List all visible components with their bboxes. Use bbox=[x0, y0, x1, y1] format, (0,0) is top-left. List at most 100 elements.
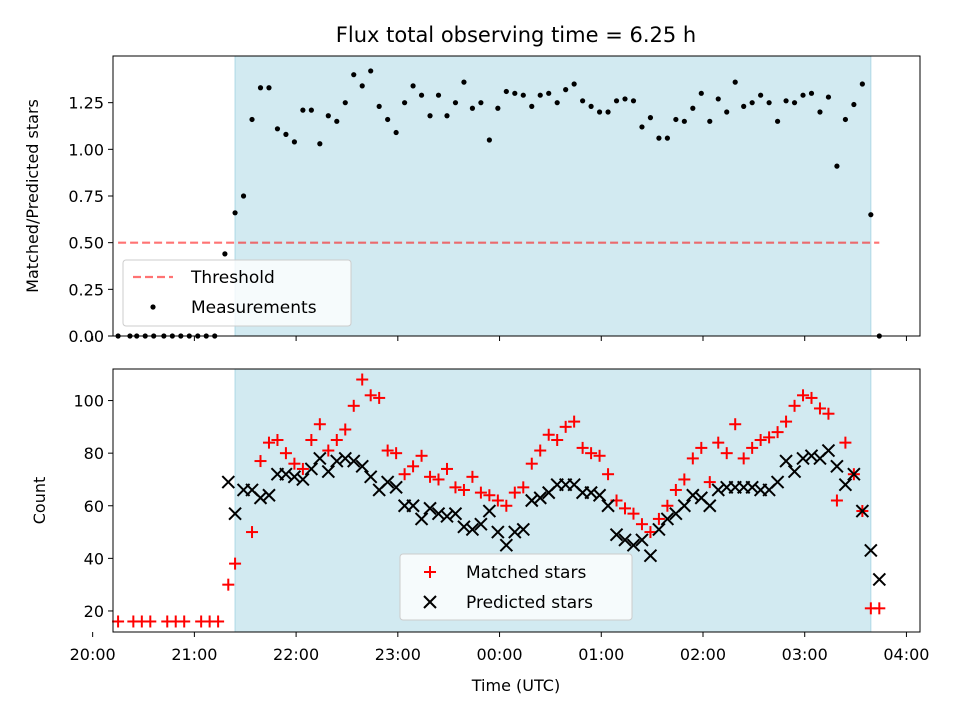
predicted-star-point bbox=[618, 533, 632, 547]
matched-star-point bbox=[347, 399, 360, 412]
predicted-star-point bbox=[592, 488, 607, 502]
bottom-y-ticks: 20 40 60 80 100 bbox=[73, 392, 113, 621]
predicted-star-point bbox=[287, 470, 302, 484]
measurement-point bbox=[469, 105, 476, 111]
matched-star-point bbox=[398, 468, 411, 481]
predicted-star-point bbox=[677, 499, 692, 513]
predicted-star-point bbox=[414, 512, 429, 526]
measurement-point bbox=[605, 109, 611, 115]
measurement-point bbox=[266, 85, 272, 91]
legend-measurements-label: Measurements bbox=[191, 298, 317, 318]
matched-star-point bbox=[746, 441, 759, 454]
top-y-ticks: 0.00 0.25 0.50 0.75 1.00 1.25 bbox=[68, 94, 113, 346]
measurement-point bbox=[317, 141, 323, 147]
matched-star-point bbox=[873, 602, 886, 615]
measurement-point bbox=[698, 90, 704, 96]
matched-star-point bbox=[568, 415, 581, 428]
matched-star-point bbox=[771, 426, 784, 439]
bottom-panel: 20 40 60 80 100 20:00 21:00 22:00 23:00 00:00 01:… bbox=[30, 368, 929, 695]
measurement-point bbox=[571, 81, 577, 87]
matched-star-point bbox=[279, 447, 292, 460]
measurement-point bbox=[630, 98, 637, 104]
bottom-x-ticks: 20:00 21:00 22:00 23:00 00:00 01:00 02:00 03:00… bbox=[70, 632, 929, 664]
predicted-star-point bbox=[338, 451, 352, 466]
matched-star-point bbox=[474, 486, 487, 499]
predicted-star-point bbox=[448, 506, 463, 521]
predicted-star-point bbox=[313, 451, 327, 466]
x-tick-label: 00:00 bbox=[476, 645, 522, 664]
measurement-point bbox=[240, 193, 247, 199]
measurement-point bbox=[385, 116, 391, 123]
x-tick-label: 22:00 bbox=[273, 645, 319, 664]
matched-star-point bbox=[112, 615, 125, 628]
measurement-point bbox=[283, 131, 289, 137]
measurement-point bbox=[596, 109, 603, 115]
matched-star-point bbox=[212, 615, 225, 628]
predicted-star-point bbox=[779, 454, 793, 468]
matched-star-point bbox=[644, 526, 657, 539]
matched-star-point bbox=[720, 447, 733, 460]
measurement-point bbox=[639, 124, 645, 130]
predicted-star-point bbox=[787, 464, 802, 479]
matched-star-point bbox=[788, 399, 801, 412]
matched-star-point bbox=[627, 507, 640, 520]
x-tick-label: 01:00 bbox=[578, 645, 624, 664]
matched-star-point bbox=[729, 418, 742, 431]
predicted-star-point bbox=[296, 472, 310, 487]
y-tick-label: 0.00 bbox=[68, 327, 104, 346]
measurement-point bbox=[452, 100, 459, 106]
bottom-y-axis-label: Count bbox=[30, 477, 49, 525]
matched-star-point bbox=[619, 502, 632, 515]
predicted-star-point bbox=[830, 459, 844, 474]
predicted-star-point bbox=[872, 572, 887, 587]
measurement-point bbox=[486, 137, 492, 143]
matched-star-point bbox=[695, 441, 708, 454]
matched-star-point bbox=[449, 481, 462, 494]
predicted-star-point bbox=[221, 475, 235, 489]
predicted-star-point bbox=[703, 499, 717, 513]
matched-star-point bbox=[508, 486, 521, 499]
matched-star-point bbox=[254, 455, 267, 468]
measurement-point bbox=[291, 139, 298, 145]
matched-star-point bbox=[712, 436, 725, 449]
matched-star-point bbox=[322, 444, 335, 457]
matched-star-point bbox=[754, 434, 767, 447]
top-panel: 0.00 0.25 0.50 0.75 1.00 1.25 Matched/Predict… bbox=[23, 55, 921, 346]
matched-star-point bbox=[517, 481, 530, 494]
predicted-star-point bbox=[770, 475, 785, 489]
matched-star-point bbox=[339, 423, 352, 436]
predicted-star-point bbox=[228, 506, 242, 521]
y-tick-label: 100 bbox=[73, 392, 104, 411]
top-plot-frame bbox=[112, 55, 921, 337]
legend-matched-label: Matched stars bbox=[466, 563, 586, 583]
measurement-point bbox=[783, 98, 789, 104]
x-tick-label: 02:00 bbox=[680, 645, 726, 664]
x-tick-label: 03:00 bbox=[782, 645, 828, 664]
predicted-star-point bbox=[423, 501, 437, 516]
measurement-point bbox=[554, 100, 560, 106]
measurement-point bbox=[410, 83, 416, 89]
bottom-plot-frame bbox=[112, 368, 921, 633]
predicted-star-point bbox=[652, 522, 666, 537]
measurement-point bbox=[834, 163, 840, 169]
matched-star-point bbox=[661, 499, 674, 512]
measurement-point bbox=[537, 92, 543, 98]
x-axis-label: Time (UTC) bbox=[471, 676, 560, 695]
predicted-star-point bbox=[330, 454, 344, 468]
predicted-star-point bbox=[347, 454, 361, 468]
matched-star-point bbox=[669, 483, 682, 496]
predicted-star-point bbox=[660, 512, 675, 526]
measurement-point bbox=[690, 105, 696, 111]
matched-star-point bbox=[585, 447, 598, 460]
measurement-point bbox=[800, 92, 806, 98]
predicted-star-point bbox=[389, 480, 403, 495]
x-tick-label: 23:00 bbox=[375, 645, 421, 664]
measurement-point bbox=[664, 135, 670, 141]
measurement-point bbox=[647, 115, 654, 121]
matched-star-point bbox=[432, 473, 445, 486]
measurement-point bbox=[461, 79, 467, 85]
predicted-star-point bbox=[643, 549, 658, 563]
matched-star-point bbox=[500, 499, 513, 512]
matched-star-point bbox=[491, 494, 504, 507]
measurement-point bbox=[715, 96, 721, 102]
